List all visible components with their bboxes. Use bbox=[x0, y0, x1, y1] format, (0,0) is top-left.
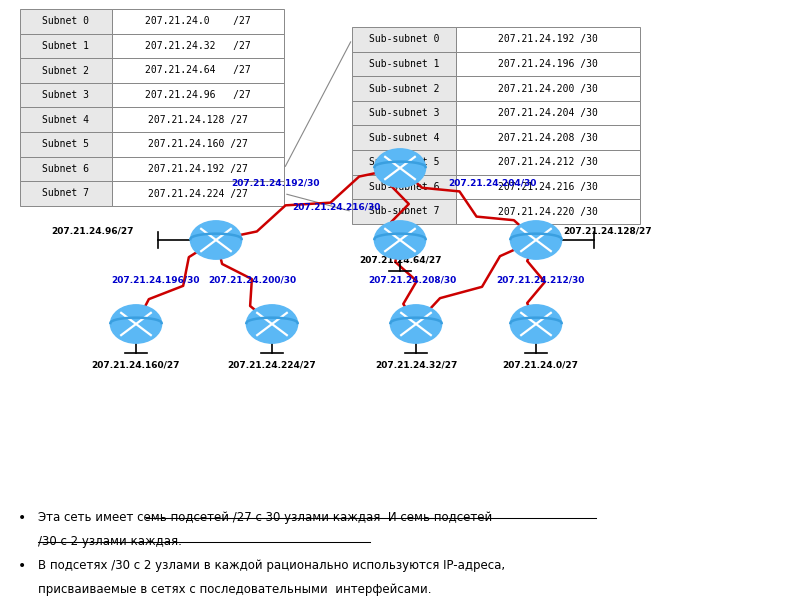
FancyBboxPatch shape bbox=[112, 83, 284, 107]
Text: 207.21.24.216/30: 207.21.24.216/30 bbox=[292, 202, 380, 211]
Text: 207.21.24.208/30: 207.21.24.208/30 bbox=[368, 275, 456, 284]
FancyBboxPatch shape bbox=[352, 199, 456, 224]
Text: 207.21.24.204 /30: 207.21.24.204 /30 bbox=[498, 108, 598, 118]
Circle shape bbox=[374, 221, 426, 259]
Text: /30 с 2 узлами каждая.: /30 с 2 узлами каждая. bbox=[38, 535, 182, 548]
Text: 207.21.24.200 /30: 207.21.24.200 /30 bbox=[498, 83, 598, 94]
Circle shape bbox=[190, 221, 242, 259]
Text: 207.21.24.196 /30: 207.21.24.196 /30 bbox=[498, 59, 598, 69]
Text: 207.21.24.128 /27: 207.21.24.128 /27 bbox=[148, 115, 248, 125]
Text: Subnet 0: Subnet 0 bbox=[42, 16, 90, 26]
Text: 207.21.24.0/27: 207.21.24.0/27 bbox=[502, 360, 578, 369]
Text: 207.21.24.192/30: 207.21.24.192/30 bbox=[232, 179, 320, 187]
Text: 207.21.24.0    /27: 207.21.24.0 /27 bbox=[145, 16, 251, 26]
Text: Subnet 4: Subnet 4 bbox=[42, 115, 90, 125]
Text: 207.21.24.160/27: 207.21.24.160/27 bbox=[92, 360, 180, 369]
Text: Sub-subnet 3: Sub-subnet 3 bbox=[369, 108, 439, 118]
FancyBboxPatch shape bbox=[352, 52, 456, 76]
Circle shape bbox=[246, 305, 298, 343]
Circle shape bbox=[510, 221, 562, 259]
FancyBboxPatch shape bbox=[20, 83, 112, 107]
Text: Sub-subnet 6: Sub-subnet 6 bbox=[369, 182, 439, 192]
Text: 207.21.24.224/27: 207.21.24.224/27 bbox=[228, 360, 316, 369]
Text: 207.21.24.128/27: 207.21.24.128/27 bbox=[564, 226, 652, 235]
FancyBboxPatch shape bbox=[112, 132, 284, 157]
FancyBboxPatch shape bbox=[112, 181, 284, 206]
FancyBboxPatch shape bbox=[352, 150, 456, 175]
Text: •: • bbox=[18, 511, 26, 525]
Text: 207.21.24.224 /27: 207.21.24.224 /27 bbox=[148, 188, 248, 199]
FancyBboxPatch shape bbox=[456, 27, 640, 52]
FancyBboxPatch shape bbox=[20, 181, 112, 206]
Text: 207.21.24.216 /30: 207.21.24.216 /30 bbox=[498, 182, 598, 192]
Circle shape bbox=[390, 305, 442, 343]
Text: Subnet 1: Subnet 1 bbox=[42, 41, 90, 51]
Text: 207.21.24.64   /27: 207.21.24.64 /27 bbox=[145, 65, 251, 76]
Text: Sub-subnet 2: Sub-subnet 2 bbox=[369, 83, 439, 94]
FancyBboxPatch shape bbox=[456, 52, 640, 76]
Circle shape bbox=[374, 149, 426, 187]
FancyBboxPatch shape bbox=[20, 157, 112, 181]
Circle shape bbox=[110, 305, 162, 343]
Text: 207.21.24.212 /30: 207.21.24.212 /30 bbox=[498, 157, 598, 167]
FancyBboxPatch shape bbox=[352, 125, 456, 150]
Circle shape bbox=[510, 305, 562, 343]
Text: 207.21.24.192 /30: 207.21.24.192 /30 bbox=[498, 34, 598, 44]
Text: Sub-subnet 1: Sub-subnet 1 bbox=[369, 59, 439, 69]
Text: 207.21.24.208 /30: 207.21.24.208 /30 bbox=[498, 133, 598, 143]
FancyBboxPatch shape bbox=[352, 76, 456, 101]
FancyBboxPatch shape bbox=[456, 175, 640, 199]
FancyBboxPatch shape bbox=[352, 101, 456, 125]
FancyBboxPatch shape bbox=[112, 107, 284, 132]
Text: 207.21.24.192 /27: 207.21.24.192 /27 bbox=[148, 164, 248, 174]
Text: 207.21.24.204/30: 207.21.24.204/30 bbox=[448, 179, 536, 187]
FancyBboxPatch shape bbox=[112, 58, 284, 83]
Text: Subnet 5: Subnet 5 bbox=[42, 139, 90, 149]
Text: 207.21.24.96   /27: 207.21.24.96 /27 bbox=[145, 90, 251, 100]
Text: Sub-subnet 4: Sub-subnet 4 bbox=[369, 133, 439, 143]
FancyBboxPatch shape bbox=[456, 125, 640, 150]
Text: Sub-subnet 0: Sub-subnet 0 bbox=[369, 34, 439, 44]
Text: 207.21.24.200/30: 207.21.24.200/30 bbox=[208, 275, 296, 284]
Text: Subnet 6: Subnet 6 bbox=[42, 164, 90, 174]
FancyBboxPatch shape bbox=[20, 58, 112, 83]
FancyBboxPatch shape bbox=[112, 34, 284, 58]
Text: •: • bbox=[18, 559, 26, 573]
FancyBboxPatch shape bbox=[20, 34, 112, 58]
FancyBboxPatch shape bbox=[20, 132, 112, 157]
Text: Эта сеть имеет семь подсетей /27 с 30 узлами каждая  И семь подсетей: Эта сеть имеет семь подсетей /27 с 30 уз… bbox=[38, 511, 493, 524]
Text: 207.21.24.220 /30: 207.21.24.220 /30 bbox=[498, 206, 598, 217]
FancyBboxPatch shape bbox=[456, 150, 640, 175]
FancyBboxPatch shape bbox=[352, 27, 456, 52]
FancyBboxPatch shape bbox=[456, 101, 640, 125]
FancyBboxPatch shape bbox=[20, 9, 112, 34]
Text: Sub-subnet 5: Sub-subnet 5 bbox=[369, 157, 439, 167]
FancyBboxPatch shape bbox=[456, 76, 640, 101]
Text: 207.21.24.32   /27: 207.21.24.32 /27 bbox=[145, 41, 251, 51]
FancyBboxPatch shape bbox=[20, 107, 112, 132]
Text: Subnet 7: Subnet 7 bbox=[42, 188, 90, 199]
Text: Subnet 3: Subnet 3 bbox=[42, 90, 90, 100]
Text: Subnet 2: Subnet 2 bbox=[42, 65, 90, 76]
Text: Sub-subnet 7: Sub-subnet 7 bbox=[369, 206, 439, 217]
Text: 207.21.24.96/27: 207.21.24.96/27 bbox=[50, 226, 134, 235]
Text: 207.21.24.160 /27: 207.21.24.160 /27 bbox=[148, 139, 248, 149]
Text: 207.21.24.212/30: 207.21.24.212/30 bbox=[496, 275, 584, 284]
Text: 207.21.24.64/27: 207.21.24.64/27 bbox=[358, 256, 442, 264]
Text: присваиваемые в сетях с последовательными  интерфейсами.: присваиваемые в сетях с последовательным… bbox=[38, 583, 432, 596]
FancyBboxPatch shape bbox=[352, 175, 456, 199]
Text: 207.21.24.196/30: 207.21.24.196/30 bbox=[112, 275, 200, 284]
FancyBboxPatch shape bbox=[112, 157, 284, 181]
FancyBboxPatch shape bbox=[112, 9, 284, 34]
FancyBboxPatch shape bbox=[456, 199, 640, 224]
Text: В подсетях /30 с 2 узлами в каждой рационально используются IP-адреса,: В подсетях /30 с 2 узлами в каждой рацио… bbox=[38, 559, 506, 572]
Text: 207.21.24.32/27: 207.21.24.32/27 bbox=[375, 360, 457, 369]
